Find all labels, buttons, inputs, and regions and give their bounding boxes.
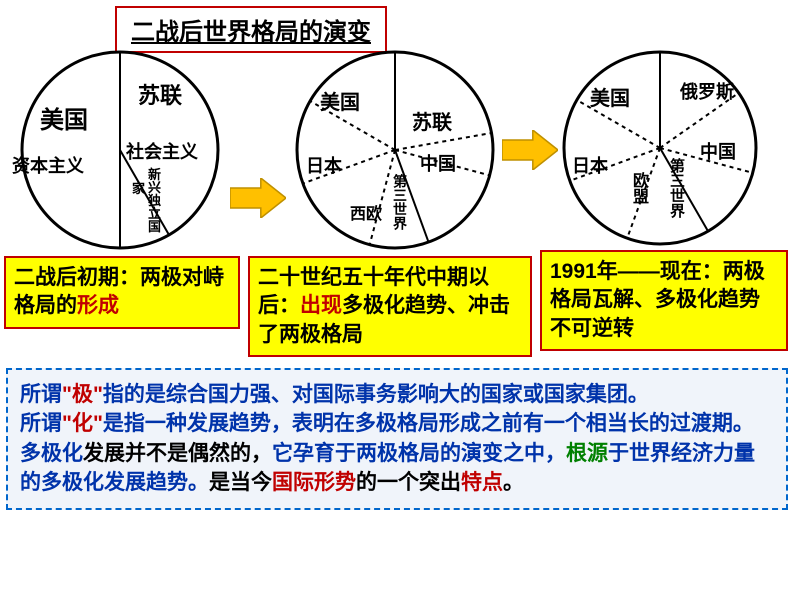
info-line: 所谓"极"指的是综合国力强、对国际事务影响大的国家或国家集团。 xyxy=(20,380,774,409)
pie-label: 新兴独立国 xyxy=(148,168,161,233)
pie-label: 美国 xyxy=(40,100,88,135)
pie-label: 美国 xyxy=(590,82,630,111)
pie-label: 西欧 xyxy=(350,200,382,224)
arrow-right-icon xyxy=(230,178,286,218)
caption-box: 1991年——现在：两极格局瓦解、多极化趋势不可逆转 xyxy=(540,250,788,351)
pie-label: 第三世界 xyxy=(390,174,410,230)
pie-label: 中国 xyxy=(420,150,456,176)
pie-label: 第三世界 xyxy=(666,158,687,218)
pie-label: 苏联 xyxy=(138,78,182,110)
pie-label: 家 xyxy=(132,178,145,197)
info-line: 所谓"化"是指一种发展趋势，表明在多极格局形成之前有一个相当长的过渡期。 xyxy=(20,409,774,438)
info-box: 所谓"极"指的是综合国力强、对国际事务影响大的国家或国家集团。所谓"化"是指一种… xyxy=(6,368,788,510)
arrow-right-icon xyxy=(502,130,558,170)
pie-label: 资本主义 xyxy=(12,152,84,178)
info-line: 多极化发展并不是偶然的，它孕育于两极格局的演变之中，根源于世界经济力量的多极化发… xyxy=(20,439,774,498)
pie-label: 美国 xyxy=(320,86,360,115)
pie-label: 日本 xyxy=(306,152,342,178)
pie-label: 日本 xyxy=(572,152,608,178)
pie-label: 社会主义 xyxy=(126,138,198,164)
pie-label: 欧盟 xyxy=(626,172,650,204)
pie-label: 中国 xyxy=(700,138,736,164)
caption-box: 二战后初期：两极对峙格局的形成 xyxy=(4,256,240,329)
pie-label: 苏联 xyxy=(412,106,452,135)
pie-label: 俄罗斯 xyxy=(680,78,734,104)
caption-box: 二十世纪五十年代中期以后：出现多极化趋势、冲击了两极格局 xyxy=(248,256,532,357)
